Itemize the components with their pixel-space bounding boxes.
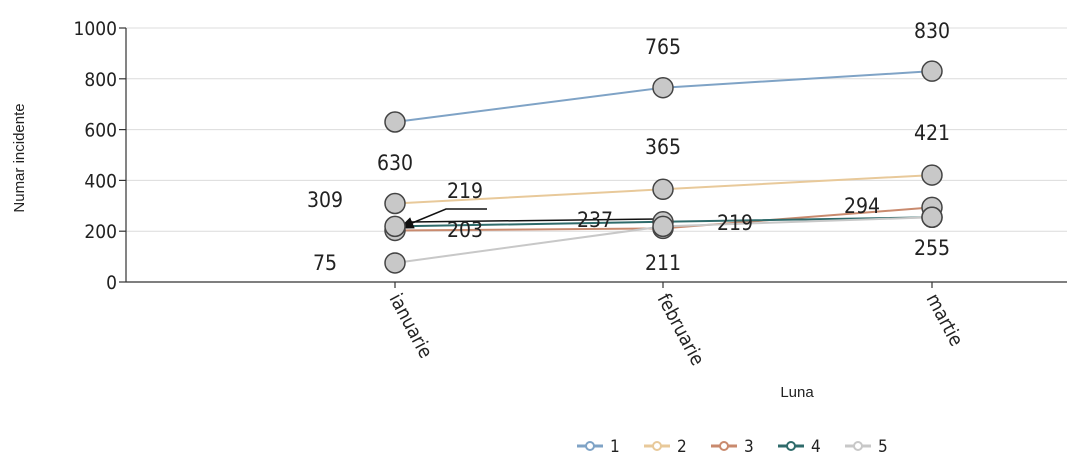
data-point (652, 76, 674, 99)
grid-lines (126, 27, 1067, 232)
legend-swatch-marker (786, 441, 796, 451)
data-point (921, 164, 943, 186)
data-label: 830 (914, 19, 950, 43)
data-point (384, 215, 406, 238)
data-point (384, 252, 406, 274)
y-tick-label: 800 (84, 69, 117, 91)
data-points (384, 60, 943, 274)
data-label: 211 (645, 251, 681, 275)
data-point (652, 215, 674, 238)
data-label: 421 (914, 121, 950, 145)
x-tick-label: ianuarie (385, 290, 437, 362)
y-tick-label: 1000 (74, 18, 118, 40)
data-label: 365 (645, 135, 681, 159)
annotation-arrow (398, 208, 661, 229)
data-label: 630 (377, 151, 413, 175)
legend-label: 4 (811, 437, 821, 457)
data-point (921, 60, 943, 82)
y-tick-label: 200 (84, 221, 117, 243)
data-label: 219 (717, 211, 753, 235)
y-tick-label: 600 (84, 120, 117, 142)
legend-item-2[interactable]: 2 (644, 437, 687, 457)
data-label: 75 (313, 251, 337, 275)
data-label: 219 (447, 179, 483, 203)
x-tick-label: februarie (653, 290, 709, 369)
data-point (652, 178, 674, 201)
data-point (384, 192, 406, 215)
legend-item-3[interactable]: 3 (711, 437, 754, 457)
legend-label: 1 (610, 437, 620, 457)
legend-swatch-marker (652, 441, 662, 451)
x-tick-label: martie (922, 290, 968, 350)
data-point (384, 111, 406, 133)
y-tick-label: 400 (84, 170, 117, 192)
data-label: 255 (914, 236, 950, 260)
y-axis-title: Numar incidente (11, 103, 28, 212)
legend: 1 2 3 4 5 (577, 437, 888, 457)
legend-label: 2 (677, 437, 687, 457)
legend-swatch-marker (719, 441, 729, 451)
data-label: 237 (577, 208, 613, 232)
legend-item-5[interactable]: 5 (845, 437, 888, 457)
legend-swatch-marker (853, 441, 863, 451)
annotation-pointer (409, 218, 661, 223)
data-label: 765 (645, 35, 681, 59)
legend-swatch-marker (585, 441, 595, 451)
data-label: 294 (844, 194, 880, 218)
legend-item-1[interactable]: 1 (577, 437, 620, 457)
legend-label: 3 (744, 437, 754, 457)
legend-label: 5 (878, 437, 888, 457)
legend-item-4[interactable]: 4 (778, 437, 821, 457)
data-label: 203 (447, 218, 483, 242)
x-axis-title: Luna (780, 384, 814, 401)
data-point (921, 206, 943, 228)
data-labels: 630 765 830 309 365 421 203 211 294 219 237 255 75 21… (307, 19, 950, 275)
y-tick-label: 0 (106, 272, 117, 294)
data-label: 309 (307, 188, 343, 212)
